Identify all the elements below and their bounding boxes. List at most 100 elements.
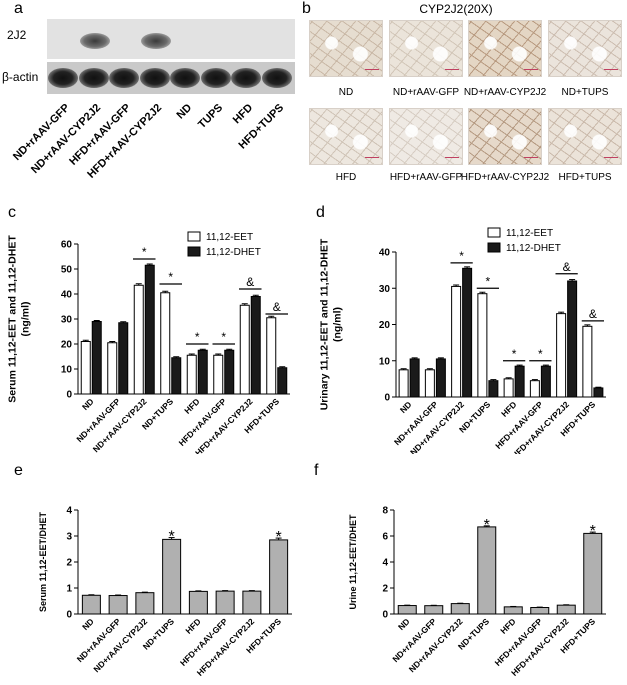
x-tick-label: HFD [498, 616, 517, 635]
bar [477, 293, 488, 398]
histology-caption: ND+rAAV-GFP [392, 87, 460, 98]
blot-band-actin [78, 68, 109, 88]
bar [188, 590, 208, 615]
y-tick-label: 1 [66, 584, 72, 595]
bar [567, 280, 578, 398]
histology-caption: HFD+rAAV-CYP2J2 [460, 172, 550, 183]
bar [80, 341, 91, 395]
bar [250, 296, 261, 395]
bar [108, 595, 128, 615]
x-tick-label: ND [80, 396, 96, 412]
significance-marker: & [589, 307, 597, 321]
significance-marker: & [273, 300, 281, 314]
histology-caption: HFD+TUPS [558, 172, 612, 183]
histology-caption: HFD [335, 172, 357, 183]
scale-bar-icon [604, 69, 618, 73]
bar [107, 342, 118, 395]
bar [242, 590, 262, 615]
x-tick-label: HFD [182, 396, 201, 415]
blot-row-actin-label: β-actin [2, 70, 39, 84]
histology-caption: HFD+rAAV-GFP [389, 172, 463, 183]
y-tick-label: 4 [66, 506, 72, 517]
significance-marker: & [246, 275, 254, 289]
legend-swatch [187, 246, 201, 257]
bar [514, 365, 525, 398]
x-tick-label: ND [398, 399, 414, 415]
legend-label: 11,12-DHET [206, 247, 261, 258]
bar [503, 378, 514, 398]
y-tick-label: 3 [66, 532, 72, 543]
bar [277, 367, 288, 395]
y-tick-label: 0 [66, 390, 72, 401]
y-tick-label: 40 [379, 248, 391, 259]
legend-label: 11,12-DHET [506, 243, 561, 254]
y-tick-label: 30 [379, 284, 391, 295]
y-tick-label: 8 [382, 506, 388, 517]
bar [162, 538, 182, 615]
x-tick-label: ND [396, 616, 412, 632]
bar [450, 603, 470, 615]
y-axis-label: (ng/ml) [20, 302, 32, 337]
chart-c-serum-eet-dhet: 0 10 20 30 40 50 60 Serum 11,12-EET and 11,12-D… [7, 231, 290, 454]
blot-band-actin [261, 68, 292, 88]
histology-caption: ND+rAAV-CYP2J2 [463, 87, 547, 98]
y-tick-label: 0 [382, 610, 388, 621]
y-tick-label: 20 [61, 340, 73, 351]
y-tick-label: 2 [66, 558, 72, 569]
bar [424, 605, 444, 615]
bar [556, 313, 567, 398]
bar [462, 267, 473, 398]
bar [529, 380, 540, 398]
x-tick-label: ND [80, 616, 96, 632]
bar [213, 354, 224, 395]
bar [186, 354, 197, 395]
bar [530, 607, 550, 615]
bar [81, 594, 101, 615]
significance-marker: * [169, 529, 175, 546]
legend-label: 11,12-EET [206, 232, 253, 243]
bar [269, 539, 289, 615]
histology-image [548, 108, 622, 165]
scale-bar-icon [524, 69, 538, 73]
blot-band-actin [231, 68, 261, 88]
scale-bar-icon [445, 69, 459, 73]
bar [224, 349, 235, 395]
histology-image [309, 108, 383, 165]
histology-image [548, 20, 622, 77]
panel-e-letter: e [14, 462, 23, 479]
panel-c-letter: c [8, 204, 16, 221]
bar [266, 317, 277, 395]
blot-band-2j2 [80, 33, 110, 49]
y-axis-label: Urinary 11,12-EET and 11,12-DHET [319, 238, 331, 410]
blot-band-actin [109, 68, 139, 88]
y-tick-label: 60 [61, 240, 73, 251]
y-tick-label: 30 [61, 315, 73, 326]
bar [215, 590, 235, 615]
significance-marker: * [590, 523, 596, 540]
y-axis-label: Serum 11,12-EET/DHET [38, 511, 48, 612]
significance-marker: * [486, 274, 491, 288]
legend-label: 11,12-EET [506, 228, 553, 239]
bar [171, 357, 182, 395]
y-tick-label: 10 [61, 365, 73, 376]
significance-marker: * [459, 249, 464, 263]
bar [477, 526, 497, 615]
legend-swatch [487, 242, 501, 253]
y-tick-label: 4 [382, 558, 388, 569]
significance-marker: * [538, 347, 543, 361]
significance-marker: * [168, 270, 173, 284]
histology-image [309, 20, 383, 77]
bar [118, 322, 129, 395]
significance-marker: * [276, 529, 282, 546]
bar [239, 304, 250, 395]
blot-band-actin [139, 68, 170, 88]
panel-f-letter: f [314, 462, 319, 479]
bar [435, 358, 446, 398]
histology-caption: ND [338, 87, 354, 98]
significance-marker: * [195, 330, 200, 344]
histology-title: CYP2J2(20X) [419, 2, 493, 16]
blot-band-actin [170, 68, 200, 88]
histology-image [389, 108, 463, 165]
